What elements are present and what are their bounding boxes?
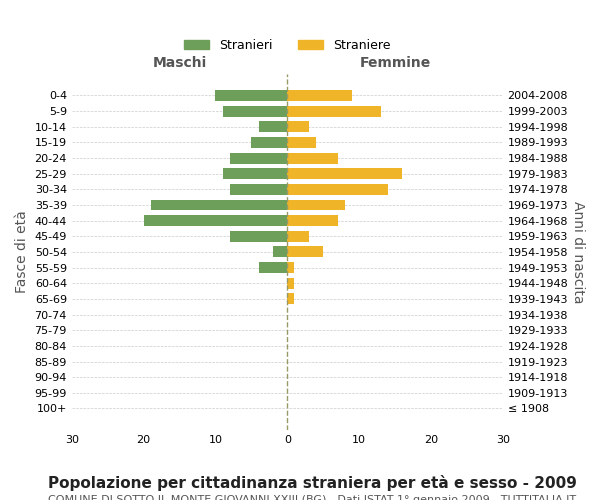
Bar	[273, 246, 287, 258]
Bar	[259, 122, 287, 132]
Bar	[287, 122, 309, 132]
Bar	[287, 294, 295, 304]
Bar	[287, 200, 345, 210]
Text: Popolazione per cittadinanza straniera per età e sesso - 2009: Popolazione per cittadinanza straniera p…	[48, 475, 577, 491]
Bar	[287, 231, 309, 242]
Bar	[230, 231, 287, 242]
Text: COMUNE DI SOTTO IL MONTE GIOVANNI XXIII (BG) - Dati ISTAT 1° gennaio 2009 - TUTT: COMUNE DI SOTTO IL MONTE GIOVANNI XXIII …	[48, 495, 576, 500]
Y-axis label: Fasce di età: Fasce di età	[15, 210, 29, 294]
Bar	[287, 246, 323, 258]
Bar	[259, 262, 287, 273]
Bar	[287, 152, 338, 164]
Bar	[230, 184, 287, 195]
Legend: Stranieri, Straniere: Stranieri, Straniere	[179, 34, 395, 56]
Text: Femmine: Femmine	[359, 56, 431, 70]
Bar	[287, 184, 388, 195]
Bar	[223, 106, 287, 117]
Text: Maschi: Maschi	[152, 56, 206, 70]
Bar	[151, 200, 287, 210]
Bar	[143, 215, 287, 226]
Bar	[287, 106, 380, 117]
Bar	[287, 137, 316, 148]
Bar	[287, 90, 352, 101]
Bar	[230, 152, 287, 164]
Bar	[223, 168, 287, 179]
Bar	[287, 262, 295, 273]
Bar	[251, 137, 287, 148]
Y-axis label: Anni di nascita: Anni di nascita	[571, 200, 585, 303]
Bar	[287, 215, 338, 226]
Bar	[287, 278, 295, 288]
Bar	[287, 168, 402, 179]
Bar	[215, 90, 287, 101]
